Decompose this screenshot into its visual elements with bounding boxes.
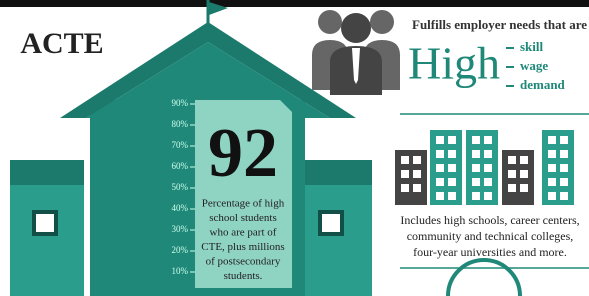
caption-line: Includes high schools, career centers, [400, 213, 579, 227]
building-window [560, 192, 568, 200]
building-window [548, 178, 556, 186]
building-window [484, 136, 492, 144]
building-window [448, 150, 456, 158]
building-window [401, 184, 409, 192]
scale-label: 90% [172, 98, 189, 108]
people-icon [312, 10, 400, 95]
building-window [484, 164, 492, 172]
building-window [448, 136, 456, 144]
building-window [548, 136, 556, 144]
building-window [508, 170, 516, 178]
building [395, 150, 427, 205]
building-window [560, 164, 568, 172]
institutions-caption: Includes high schools, career centers, co… [400, 213, 579, 259]
building [466, 130, 498, 205]
scale-label: 60% [172, 161, 189, 171]
building-window [448, 178, 456, 186]
scale-label: 50% [172, 182, 189, 192]
right-wing [296, 160, 372, 296]
building-window [520, 156, 528, 164]
stat-value: 92 [208, 115, 278, 192]
infographic: ACTE 90% 80% 70% 60% 50% 40% 30% 20% 10% 92 Perc… [0, 0, 589, 296]
scale-label: 70% [172, 140, 189, 150]
building-window [436, 192, 444, 200]
building-window [484, 150, 492, 158]
scale-label: 30% [172, 224, 189, 234]
building-window [413, 184, 421, 192]
caption-line: students. [224, 270, 263, 282]
caption-line: school students [209, 212, 277, 224]
scale-label: 20% [172, 245, 189, 255]
building-window [508, 156, 516, 164]
building-window [448, 164, 456, 172]
building-window [508, 184, 516, 192]
building [542, 130, 574, 205]
building-window [548, 164, 556, 172]
caption-line: who are part of [210, 227, 277, 239]
employer-items: skill wage demand [506, 39, 566, 92]
caption-line: CTE, plus millions [201, 241, 284, 253]
caption-line: Percentage of high [202, 198, 285, 210]
scale-label: 40% [172, 203, 189, 213]
employer-item: skill [520, 39, 544, 54]
building [430, 130, 462, 205]
building-window [560, 136, 568, 144]
building-window [472, 192, 480, 200]
building-window [448, 192, 456, 200]
building-window [472, 150, 480, 158]
building-window [436, 178, 444, 186]
building-window [560, 150, 568, 158]
employer-headline: High [408, 38, 500, 89]
caption-line: four-year universities and more. [413, 245, 567, 259]
building-window [401, 156, 409, 164]
building-window [520, 184, 528, 192]
circle-icon [448, 260, 520, 296]
building-window [401, 170, 409, 178]
building-window [413, 170, 421, 178]
left-wing [10, 160, 84, 296]
building-window [484, 192, 492, 200]
caption-line: community and technical colleges, [407, 229, 574, 243]
building-window [560, 178, 568, 186]
building-window [520, 170, 528, 178]
logo: ACTE [20, 27, 103, 60]
building-window [472, 136, 480, 144]
building-window [436, 136, 444, 144]
top-bar [0, 0, 589, 7]
building [502, 150, 534, 205]
building-window [436, 164, 444, 172]
scale-label: 10% [172, 266, 189, 276]
employer-item: demand [520, 77, 566, 92]
building-window [472, 164, 480, 172]
buildings-icon [395, 130, 574, 205]
scale-label: 80% [172, 119, 189, 129]
caption-line: of postsecondary [206, 256, 281, 268]
building-window [436, 150, 444, 158]
employer-item: wage [520, 58, 548, 73]
building-window [413, 156, 421, 164]
building-window [548, 192, 556, 200]
building-window [472, 178, 480, 186]
building-window [484, 178, 492, 186]
building-window [548, 150, 556, 158]
employer-intro: Fulfills employer needs that are [412, 17, 587, 32]
